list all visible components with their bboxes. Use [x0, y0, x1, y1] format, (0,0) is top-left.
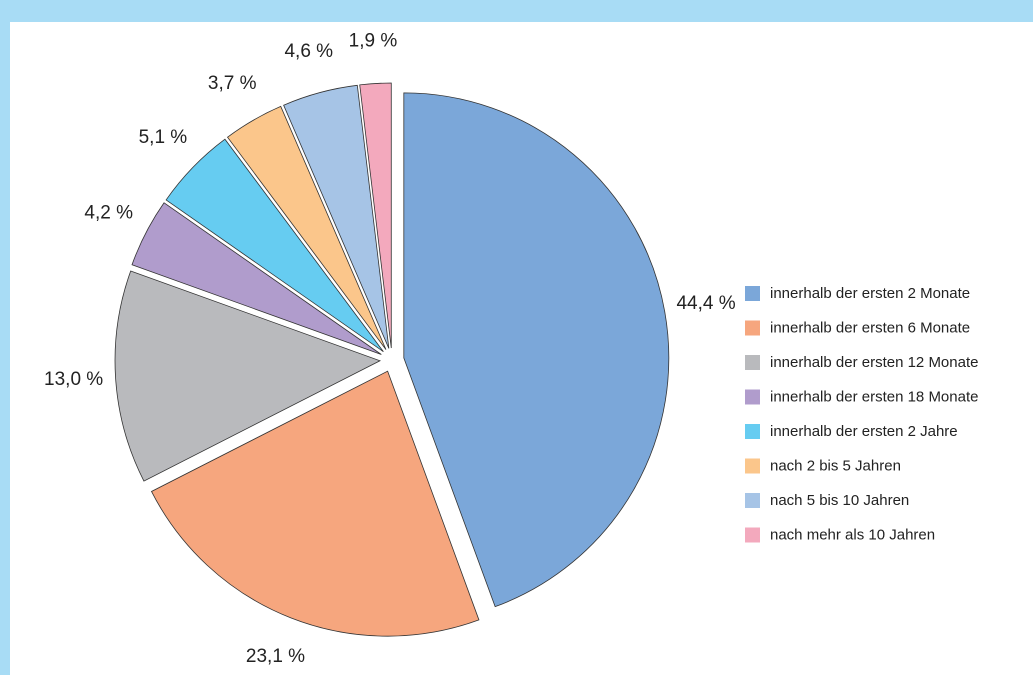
value-label: 23,1 %: [246, 646, 305, 667]
value-label: 5,1 %: [139, 127, 188, 148]
legend-label: innerhalb der ersten 2 Monate: [770, 285, 970, 302]
legend-swatch: [745, 527, 760, 543]
pie-slice: [114, 270, 382, 482]
legend-label: nach 2 bis 5 Jahren: [770, 457, 901, 474]
legend-swatch: [745, 458, 760, 474]
legend-swatch: [745, 389, 760, 405]
pie-slice: [403, 92, 670, 608]
legend-label: innerhalb der ersten 2 Jahre: [770, 423, 958, 440]
legend-swatch: [745, 493, 760, 508]
pie-slice: [150, 370, 480, 637]
legend-swatch: [745, 286, 760, 301]
value-label: 44,4 %: [676, 293, 735, 314]
legend-label: innerhalb der ersten 12 Monate: [770, 354, 978, 371]
legend-label: nach 5 bis 10 Jahren: [770, 492, 909, 509]
legend-swatch: [745, 424, 760, 439]
pie-slice: [131, 202, 382, 355]
legend-label: innerhalb der ersten 6 Monate: [770, 319, 970, 336]
legend-label: nach mehr als 10 Jahren: [770, 526, 935, 543]
value-label: 1,9 %: [349, 31, 398, 52]
value-label: 3,7 %: [208, 73, 257, 94]
pie-slice: [283, 84, 390, 349]
value-label: 4,2 %: [84, 202, 133, 223]
legend-label: innerhalb der ersten 18 Monate: [770, 388, 978, 405]
legend-swatch: [745, 355, 760, 370]
pie-slice: [226, 105, 387, 350]
pie-slice: [165, 138, 384, 352]
value-label: 4,6 %: [284, 41, 333, 62]
legend-swatch: [745, 320, 760, 336]
pie-slice: [359, 82, 392, 349]
value-label: 13,0 %: [44, 369, 103, 390]
